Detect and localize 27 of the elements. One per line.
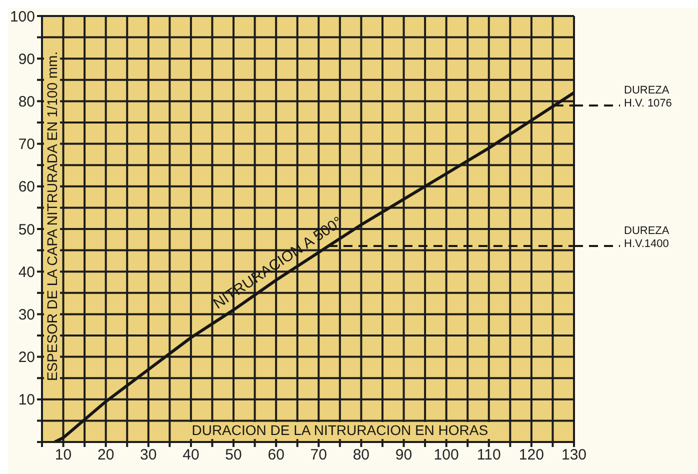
x-tick-label: 90 [395, 446, 412, 464]
x-tick-label: 30 [140, 446, 157, 464]
y-tick-label: 60 [18, 178, 35, 196]
x-tick-label: 10 [54, 446, 72, 464]
x-tick-label: 110 [476, 446, 501, 464]
y-tick-label: 80 [18, 94, 35, 111]
x-tick-label: 50 [225, 446, 242, 464]
x-tick-label: 120 [518, 446, 544, 464]
y-tick-label: 70 [18, 136, 35, 154]
x-tick-label: 20 [97, 446, 114, 464]
y-tick-label: 90 [18, 50, 35, 68]
x-tick-label: 40 [182, 446, 200, 464]
y-tick-label: 20 [18, 349, 35, 366]
y-axis-title: ESPESOR DE LA CAPA NITRURADA EN 1/100 mm. [44, 51, 60, 382]
x-tick-label: 70 [310, 446, 327, 464]
ref-line-label: DUREZA H.V.1400 [624, 225, 670, 250]
x-tick-label: 100 [434, 446, 459, 464]
x-tick-label: 80 [352, 446, 370, 464]
x-axis-title: DURACION DE LA NITRURACION EN HORAS [192, 422, 488, 438]
x-tick-label: 130 [561, 446, 587, 464]
ref-line-label: DUREZA H.V. 1076 [624, 84, 672, 110]
y-tick-label: 10 [18, 392, 35, 409]
y-tick-label: 40 [18, 264, 35, 281]
x-tick-label: 60 [268, 446, 284, 464]
y-tick-label: 50 [18, 221, 35, 238]
y-tick-label: 100 [10, 8, 35, 26]
y-tick-label: 30 [18, 306, 35, 324]
